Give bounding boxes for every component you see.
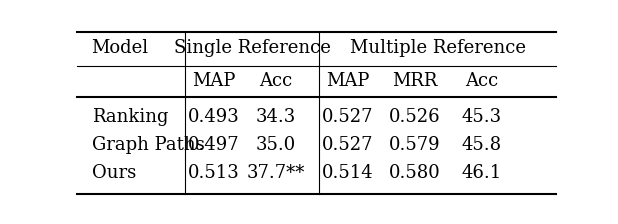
Text: 35.0: 35.0	[256, 136, 296, 154]
Text: 0.497: 0.497	[188, 136, 240, 154]
Text: 37.7**: 37.7**	[247, 164, 305, 182]
Text: 0.527: 0.527	[322, 108, 374, 126]
Text: 0.580: 0.580	[389, 164, 441, 182]
Text: 0.526: 0.526	[389, 108, 441, 126]
Text: 0.493: 0.493	[188, 108, 240, 126]
Text: Acc: Acc	[260, 72, 293, 90]
Text: Ranking: Ranking	[91, 108, 168, 126]
Text: 46.1: 46.1	[462, 164, 502, 182]
Text: Model: Model	[91, 39, 149, 57]
Text: 0.579: 0.579	[389, 136, 441, 154]
Text: 45.3: 45.3	[462, 108, 502, 126]
Text: Acc: Acc	[465, 72, 499, 90]
Text: MRR: MRR	[392, 72, 438, 90]
Text: MAP: MAP	[192, 72, 235, 90]
Text: 0.514: 0.514	[322, 164, 374, 182]
Text: 34.3: 34.3	[256, 108, 296, 126]
Text: 45.8: 45.8	[462, 136, 502, 154]
Text: 0.527: 0.527	[322, 136, 374, 154]
Text: Multiple Reference: Multiple Reference	[350, 39, 526, 57]
Text: MAP: MAP	[326, 72, 370, 90]
Text: 0.513: 0.513	[188, 164, 240, 182]
Text: Graph Paths: Graph Paths	[91, 136, 205, 154]
Text: Single Reference: Single Reference	[174, 39, 331, 57]
Text: Ours: Ours	[91, 164, 136, 182]
